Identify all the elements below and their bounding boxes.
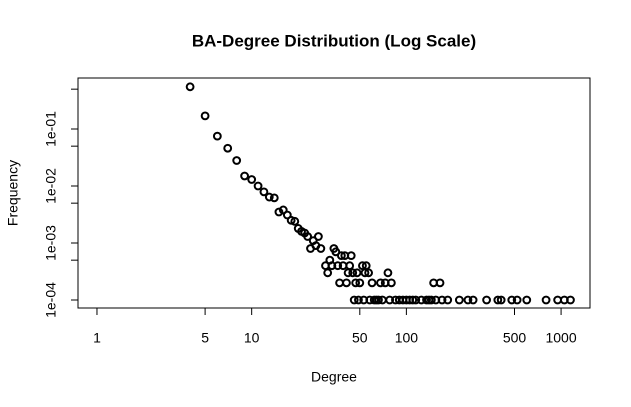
point [354,295,363,305]
point [314,232,323,241]
point [463,295,473,305]
point [269,193,279,203]
x-tick-label: 500 [503,330,527,346]
point [259,187,269,197]
point [345,261,355,271]
x-tick-label: 50 [352,330,368,346]
point [333,261,343,271]
y-tick-label: 1e-04 [43,282,59,318]
x-tick-label: 10 [244,330,260,346]
point [223,143,233,153]
point [349,295,359,305]
x-tick-label: 5 [201,330,209,346]
point [335,278,344,288]
point [566,295,575,305]
point [212,131,222,141]
point [290,216,300,226]
y-tick-label: 1e-01 [43,111,59,147]
point [323,268,333,278]
point [482,295,491,305]
point [383,268,393,278]
point [253,181,263,191]
x-axis-label: Degree [311,369,357,385]
point [443,295,453,305]
point [408,295,418,305]
point [240,171,249,181]
point [435,278,445,288]
point [361,261,371,271]
point [351,278,361,288]
point [346,251,356,261]
point [507,295,517,305]
y-axis-label: Frequency [5,160,21,226]
point [342,278,351,288]
point [348,268,358,278]
point [454,295,464,305]
point [411,295,421,305]
chart-title: BA-Degree Distribution (Log Scale) [192,31,476,50]
point [200,111,210,121]
point [385,295,395,305]
point [336,251,346,261]
point [185,82,195,92]
point [374,295,383,305]
point [493,295,503,305]
y-tick-label: 1e-02 [43,168,59,204]
point [264,192,274,202]
point [352,268,362,278]
point [247,175,257,184]
point [541,295,551,305]
x-tick-label: 1 [93,330,101,346]
point [386,278,396,288]
point [303,232,313,241]
point [376,278,385,288]
point [358,261,367,271]
point [468,295,478,305]
point [437,295,447,305]
point [522,295,532,305]
point [355,278,365,288]
point [274,207,284,217]
point [316,244,326,253]
point [232,156,242,165]
point [426,295,436,305]
y-tick-label: 1e-03 [43,225,59,261]
point [512,295,522,305]
point [496,295,506,305]
plot-frame [77,77,591,309]
point [364,268,374,278]
point [367,278,377,288]
x-tick-label: 1000 [545,330,576,346]
x-tick-label: 100 [395,330,419,346]
